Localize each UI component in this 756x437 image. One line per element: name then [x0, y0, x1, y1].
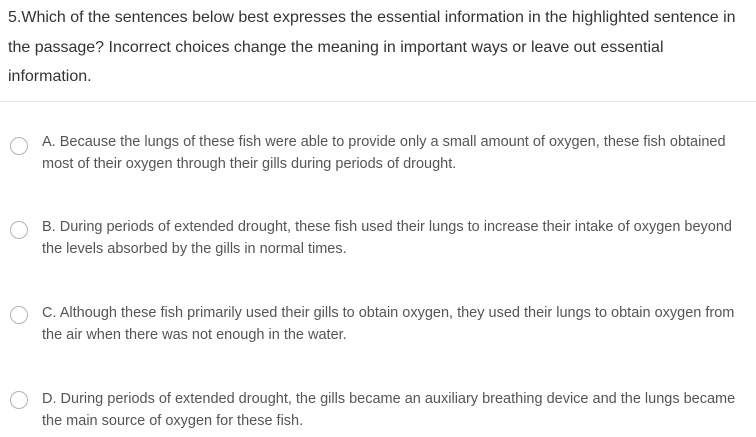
divider	[0, 101, 756, 102]
option-d-label: D. During periods of extended drought, t…	[42, 391, 736, 429]
option-a[interactable]: A. Because the lungs of these fish were …	[0, 130, 756, 178]
question-text: 5.Which of the sentences below best expr…	[8, 9, 736, 85]
option-d[interactable]: D. During periods of extended drought, t…	[0, 388, 756, 436]
option-b-label: B. During periods of extended drought, t…	[42, 219, 732, 257]
radio-option-b[interactable]	[10, 221, 28, 239]
radio-option-d[interactable]	[10, 391, 28, 409]
radio-option-c[interactable]	[10, 306, 28, 324]
option-a-label: A. Because the lungs of these fish were …	[42, 134, 726, 172]
option-c[interactable]: C. Although these fish primarily used th…	[0, 302, 756, 350]
option-c-label: C. Although these fish primarily used th…	[42, 305, 735, 343]
option-b[interactable]: B. During periods of extended drought, t…	[0, 216, 756, 264]
radio-option-a[interactable]	[10, 137, 28, 155]
